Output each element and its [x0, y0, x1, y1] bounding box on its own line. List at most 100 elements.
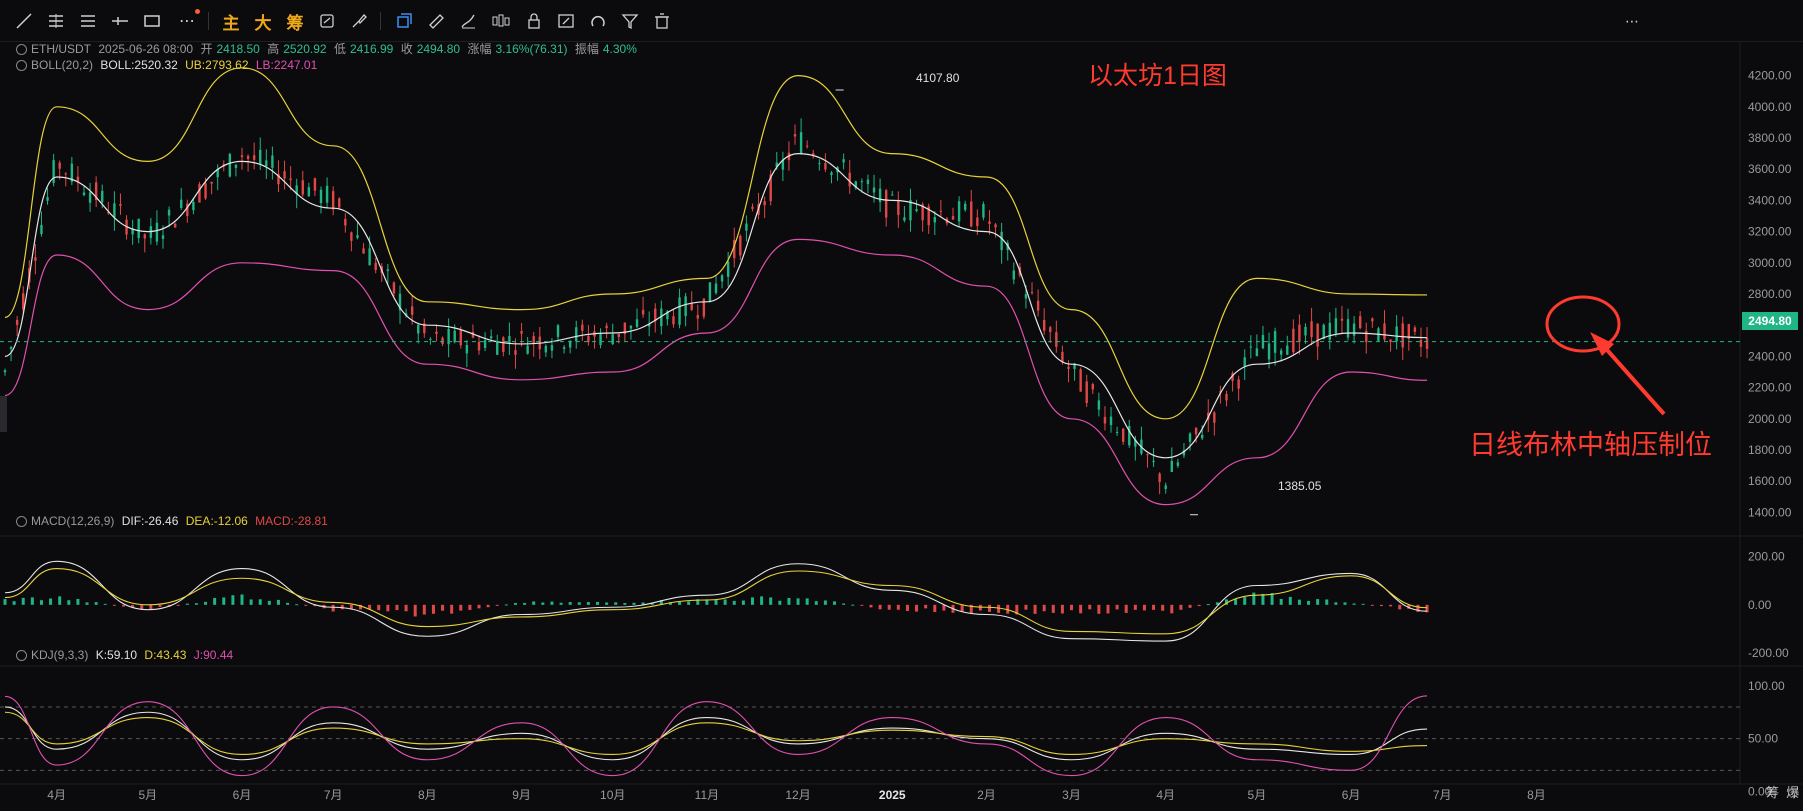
rectangle-icon[interactable] [140, 9, 164, 33]
candle-body [872, 187, 876, 193]
liquidation-toggle[interactable]: 爆 [1786, 785, 1800, 800]
chips-toggle[interactable]: 筹 [1766, 785, 1780, 800]
candle-body [1267, 343, 1271, 360]
macd-bar [122, 604, 126, 607]
close-label: 收 [400, 42, 413, 56]
macd-bar [504, 604, 508, 606]
x-tick-label: 3月 [1062, 788, 1081, 802]
candle-body [356, 235, 359, 238]
macd-bar [3, 599, 7, 605]
kdj-collapse-icon[interactable] [16, 650, 27, 661]
macd-bar [1142, 604, 1146, 611]
candle-body [483, 340, 487, 349]
macd-bar [30, 597, 34, 605]
boll-label[interactable]: BOLL(20,2) [31, 58, 94, 72]
horizontal-lines-icon[interactable] [44, 9, 68, 33]
sidebar-toggle-handle[interactable] [0, 396, 7, 432]
macd-bar [659, 600, 663, 605]
pen-icon[interactable] [456, 9, 480, 33]
x-tick-label: 10月 [600, 788, 625, 802]
window-more-icon[interactable]: ⋯ [1625, 12, 1639, 29]
candle-body [1200, 434, 1204, 439]
candle-body [514, 350, 517, 355]
candle-body [1237, 379, 1240, 389]
macd-tick-label: 200.00 [1748, 550, 1785, 564]
candle-body [1261, 335, 1265, 349]
macd-bar [887, 604, 891, 610]
candles-icon[interactable] [488, 9, 514, 33]
candle-body [350, 232, 353, 241]
candle-body [9, 347, 13, 349]
kdj-j-value: J:90.44 [193, 648, 234, 662]
macd-bar [103, 603, 107, 605]
macd-bar [1243, 597, 1247, 605]
candle-body [1286, 345, 1289, 355]
macd-bar [969, 604, 973, 614]
chips-button[interactable]: 筹 [286, 13, 304, 33]
magnet-icon[interactable] [586, 9, 610, 33]
low-value: 2416.99 [349, 42, 394, 56]
x-tick-label: 4月 [47, 788, 66, 802]
candle-body [265, 160, 268, 167]
brush-icon[interactable] [347, 9, 371, 33]
macd-tick-label: -200.00 [1748, 646, 1789, 660]
screenshot-icon[interactable] [392, 9, 416, 33]
candle-body [927, 206, 930, 226]
macd-bar [286, 602, 290, 605]
parallel-lines-icon[interactable] [76, 9, 100, 33]
large-button[interactable]: 大 [254, 13, 272, 33]
macd-bar [896, 604, 900, 610]
macd-bar [131, 604, 135, 608]
macd-collapse-icon[interactable] [16, 516, 27, 527]
more-icon[interactable]: ⋯ [174, 9, 200, 33]
edit-icon[interactable] [554, 9, 578, 33]
candle-body [690, 303, 693, 310]
kdj-label[interactable]: KDJ(9,3,3) [31, 648, 89, 662]
macd-bar [933, 604, 937, 613]
macd-dif-value: DIF:-26.46 [121, 514, 179, 528]
ruler-icon[interactable] [424, 9, 448, 33]
visibility-eye-icon[interactable] [16, 44, 27, 55]
macd-bar [796, 598, 800, 605]
cross-line-icon[interactable] [108, 9, 132, 33]
candle-body [903, 217, 906, 221]
macd-bar [1088, 604, 1092, 610]
candle-body [1134, 439, 1137, 447]
macd-dif-line [4, 560, 1428, 642]
lock-icon[interactable] [522, 9, 546, 33]
candle-body [751, 206, 754, 209]
macd-bar [21, 597, 25, 605]
macd-bar [605, 602, 609, 605]
candle-body [1413, 327, 1417, 332]
candle-body [568, 341, 572, 348]
candle-body [587, 336, 590, 343]
candle-body [1067, 366, 1070, 369]
layers-icon[interactable] [315, 9, 339, 33]
candle-body [611, 334, 614, 345]
macd-bar [705, 599, 709, 605]
candle-body [338, 198, 341, 208]
candle-body [459, 329, 462, 346]
filter-icon[interactable] [618, 9, 642, 33]
main-chart-button[interactable]: 主 [222, 13, 240, 33]
kdj-tick-label: 100.00 [1748, 679, 1785, 693]
candle-body [489, 336, 493, 339]
macd-bar [1352, 603, 1356, 605]
candle-body [860, 181, 864, 183]
candle-body [854, 181, 857, 189]
chart-canvas[interactable]: 1400.00 1600.00 1800.00 2000.00 2200.00 2400.… [0, 42, 1803, 811]
macd-bar [1252, 592, 1256, 605]
line-tool-icon[interactable] [12, 9, 36, 33]
x-tick-label: 11月 [695, 788, 719, 802]
macd-label[interactable]: MACD(12,26,9) [31, 514, 115, 528]
candle-body [1316, 323, 1319, 347]
macd-bar [222, 597, 226, 605]
candle-body [1024, 294, 1028, 299]
macd-bar [240, 594, 244, 605]
macd-dea-value: DEA:-12.06 [185, 514, 248, 528]
candle-body [1213, 412, 1216, 423]
collapse-icon[interactable] [16, 60, 27, 71]
candle-body [453, 330, 456, 343]
candle-body [101, 190, 104, 203]
trash-icon[interactable] [650, 9, 674, 33]
